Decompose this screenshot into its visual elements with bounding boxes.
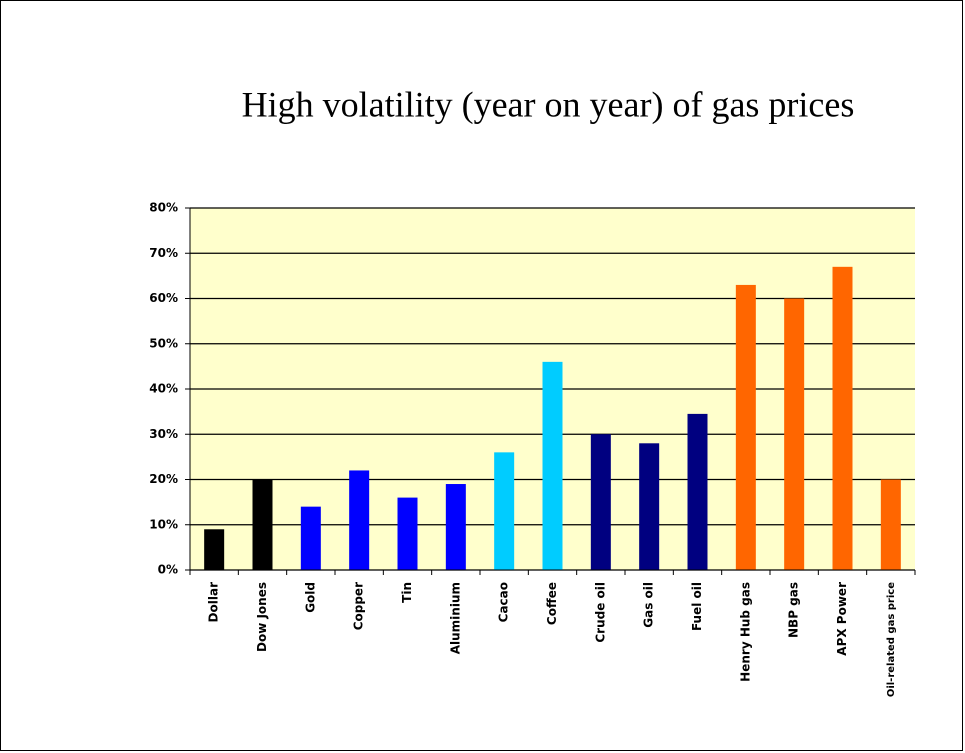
- bar: [300, 506, 321, 570]
- x-tick-label: APX Power: [835, 582, 849, 656]
- x-tick-label: NBP gas: [787, 582, 801, 638]
- y-tick-label: 70%: [149, 246, 178, 260]
- bar: [494, 452, 515, 570]
- y-tick-label: 10%: [149, 517, 178, 531]
- bar: [542, 361, 563, 570]
- x-tick-label: Dollar: [207, 582, 221, 623]
- x-tick-label: Aluminium: [448, 582, 462, 654]
- x-tick-label: Tin: [400, 582, 414, 603]
- y-tick-label: 20%: [149, 472, 178, 486]
- y-tick-label: 80%: [149, 201, 178, 215]
- bar: [687, 413, 708, 570]
- bar: [832, 266, 853, 570]
- bar: [445, 484, 466, 570]
- y-tick-label: 60%: [149, 291, 178, 305]
- bar: [590, 434, 611, 570]
- x-tick-label: Copper: [352, 582, 366, 630]
- bar: [349, 470, 370, 570]
- y-tick-label: 0%: [158, 563, 178, 577]
- bar: [880, 479, 901, 570]
- bar: [784, 298, 805, 570]
- y-tick-label: 40%: [149, 382, 178, 396]
- bar: [252, 479, 273, 570]
- y-tick-label: 50%: [149, 336, 178, 350]
- bar: [639, 443, 660, 570]
- y-tick-label: 30%: [149, 427, 178, 441]
- x-tick-label: Gas oil: [642, 582, 656, 628]
- bar: [204, 529, 225, 570]
- x-tick-label: Coffee: [545, 582, 559, 625]
- chart-title: High volatility (year on year) of gas pr…: [242, 84, 855, 124]
- x-tick-label: Dow Jones: [255, 582, 269, 652]
- bar: [735, 284, 756, 570]
- x-tick-label: Gold: [303, 582, 317, 613]
- x-tick-label: Cacao: [497, 582, 511, 622]
- x-tick-label: Henry Hub gas: [738, 582, 752, 682]
- bar: [397, 497, 418, 570]
- x-tick-label: Fuel oil: [690, 582, 704, 631]
- x-tick-label: Oil-related gas price: [886, 582, 897, 697]
- x-tick-label: Crude oil: [593, 582, 607, 643]
